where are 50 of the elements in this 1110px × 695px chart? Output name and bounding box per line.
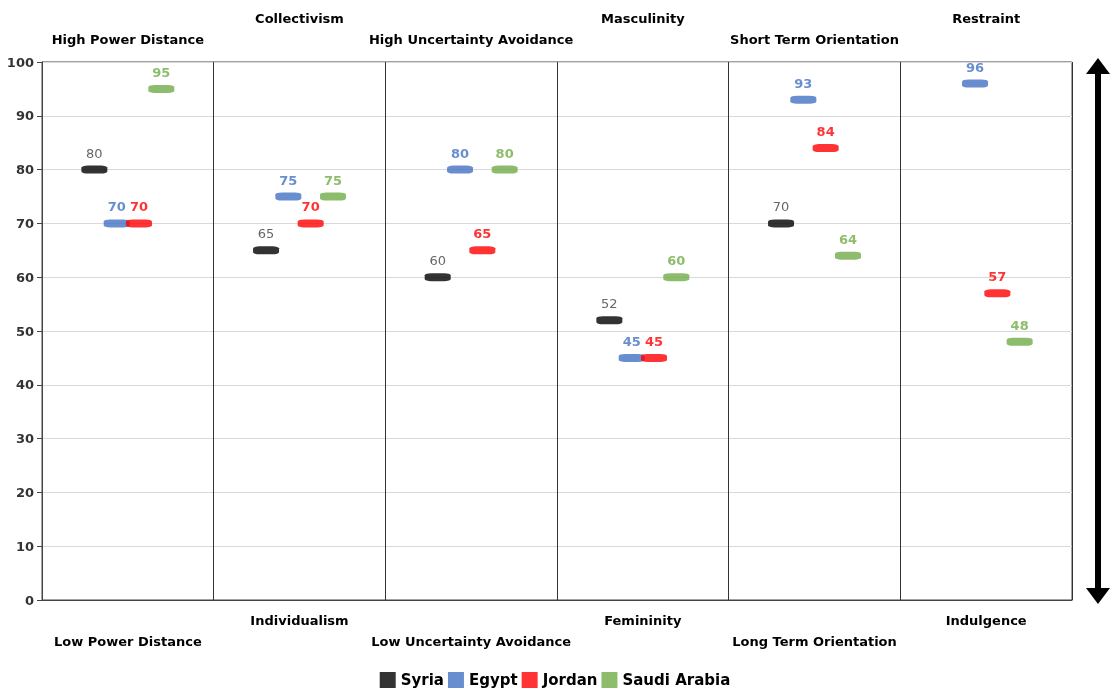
x-tick-label: Long Term Orientation (732, 634, 897, 649)
data-label: 75 (279, 172, 298, 188)
data-label: 80 (495, 145, 514, 161)
y-tick-label: 40 (15, 377, 34, 393)
y-tick-label: 0 (24, 592, 34, 608)
y-tick-label: 60 (15, 269, 34, 285)
y-tick-label: 80 (15, 162, 34, 178)
data-label: 57 (988, 269, 1007, 285)
data-label: 60 (429, 253, 446, 269)
y-tick-label: 10 (15, 538, 34, 554)
x-tick-label: Femininity (604, 613, 682, 628)
legend-label: Egypt (468, 671, 518, 689)
y-tick-label: 50 (15, 323, 34, 339)
data-label: 75 (323, 172, 343, 188)
data-label: 52 (601, 296, 618, 312)
x-tick-label: Individualism (250, 613, 349, 628)
data-label: 70 (129, 199, 149, 215)
data-label: 65 (473, 226, 492, 242)
data-label: 84 (816, 124, 835, 140)
x-tick-label: Low Power Distance (53, 634, 202, 649)
data-label: 48 (1010, 317, 1029, 333)
text: High Power Distance (51, 32, 205, 47)
y-tick-label: 20 (15, 484, 34, 500)
data-label: 80 (450, 145, 470, 161)
data-label: 45 (644, 333, 664, 349)
x-tick-label: Indulgence (945, 613, 1027, 628)
data-label: 64 (838, 231, 858, 247)
data-label: 70 (772, 199, 790, 215)
x-tick-label: Low Uncertainty Avoidance (371, 634, 572, 649)
data-label: 70 (107, 199, 126, 215)
data-label: 60 (667, 253, 686, 269)
text: Restraint (952, 11, 1021, 26)
text: Short Term Orientation (730, 32, 899, 47)
data-label: 95 (152, 64, 171, 80)
y-tick-label: 70 (15, 215, 34, 231)
data-label: 93 (794, 75, 813, 91)
data-label: 96 (965, 59, 985, 75)
y-tick-label: 30 (15, 431, 34, 447)
y-tick-label: 90 (15, 108, 34, 124)
legend-label: Syria (400, 671, 444, 689)
legend-label: Jordan (541, 671, 598, 689)
data-label: 65 (257, 226, 275, 242)
data-label: 70 (301, 199, 320, 215)
legend-label: Saudi Arabia (622, 671, 731, 689)
text: Masculinity (600, 11, 686, 26)
data-label: 45 (622, 333, 641, 349)
text: High Uncertainty Avoidance (368, 32, 574, 47)
data-label: 80 (86, 145, 103, 161)
text: Collectivism (255, 11, 344, 26)
y-tick-label: 100 (6, 54, 34, 70)
